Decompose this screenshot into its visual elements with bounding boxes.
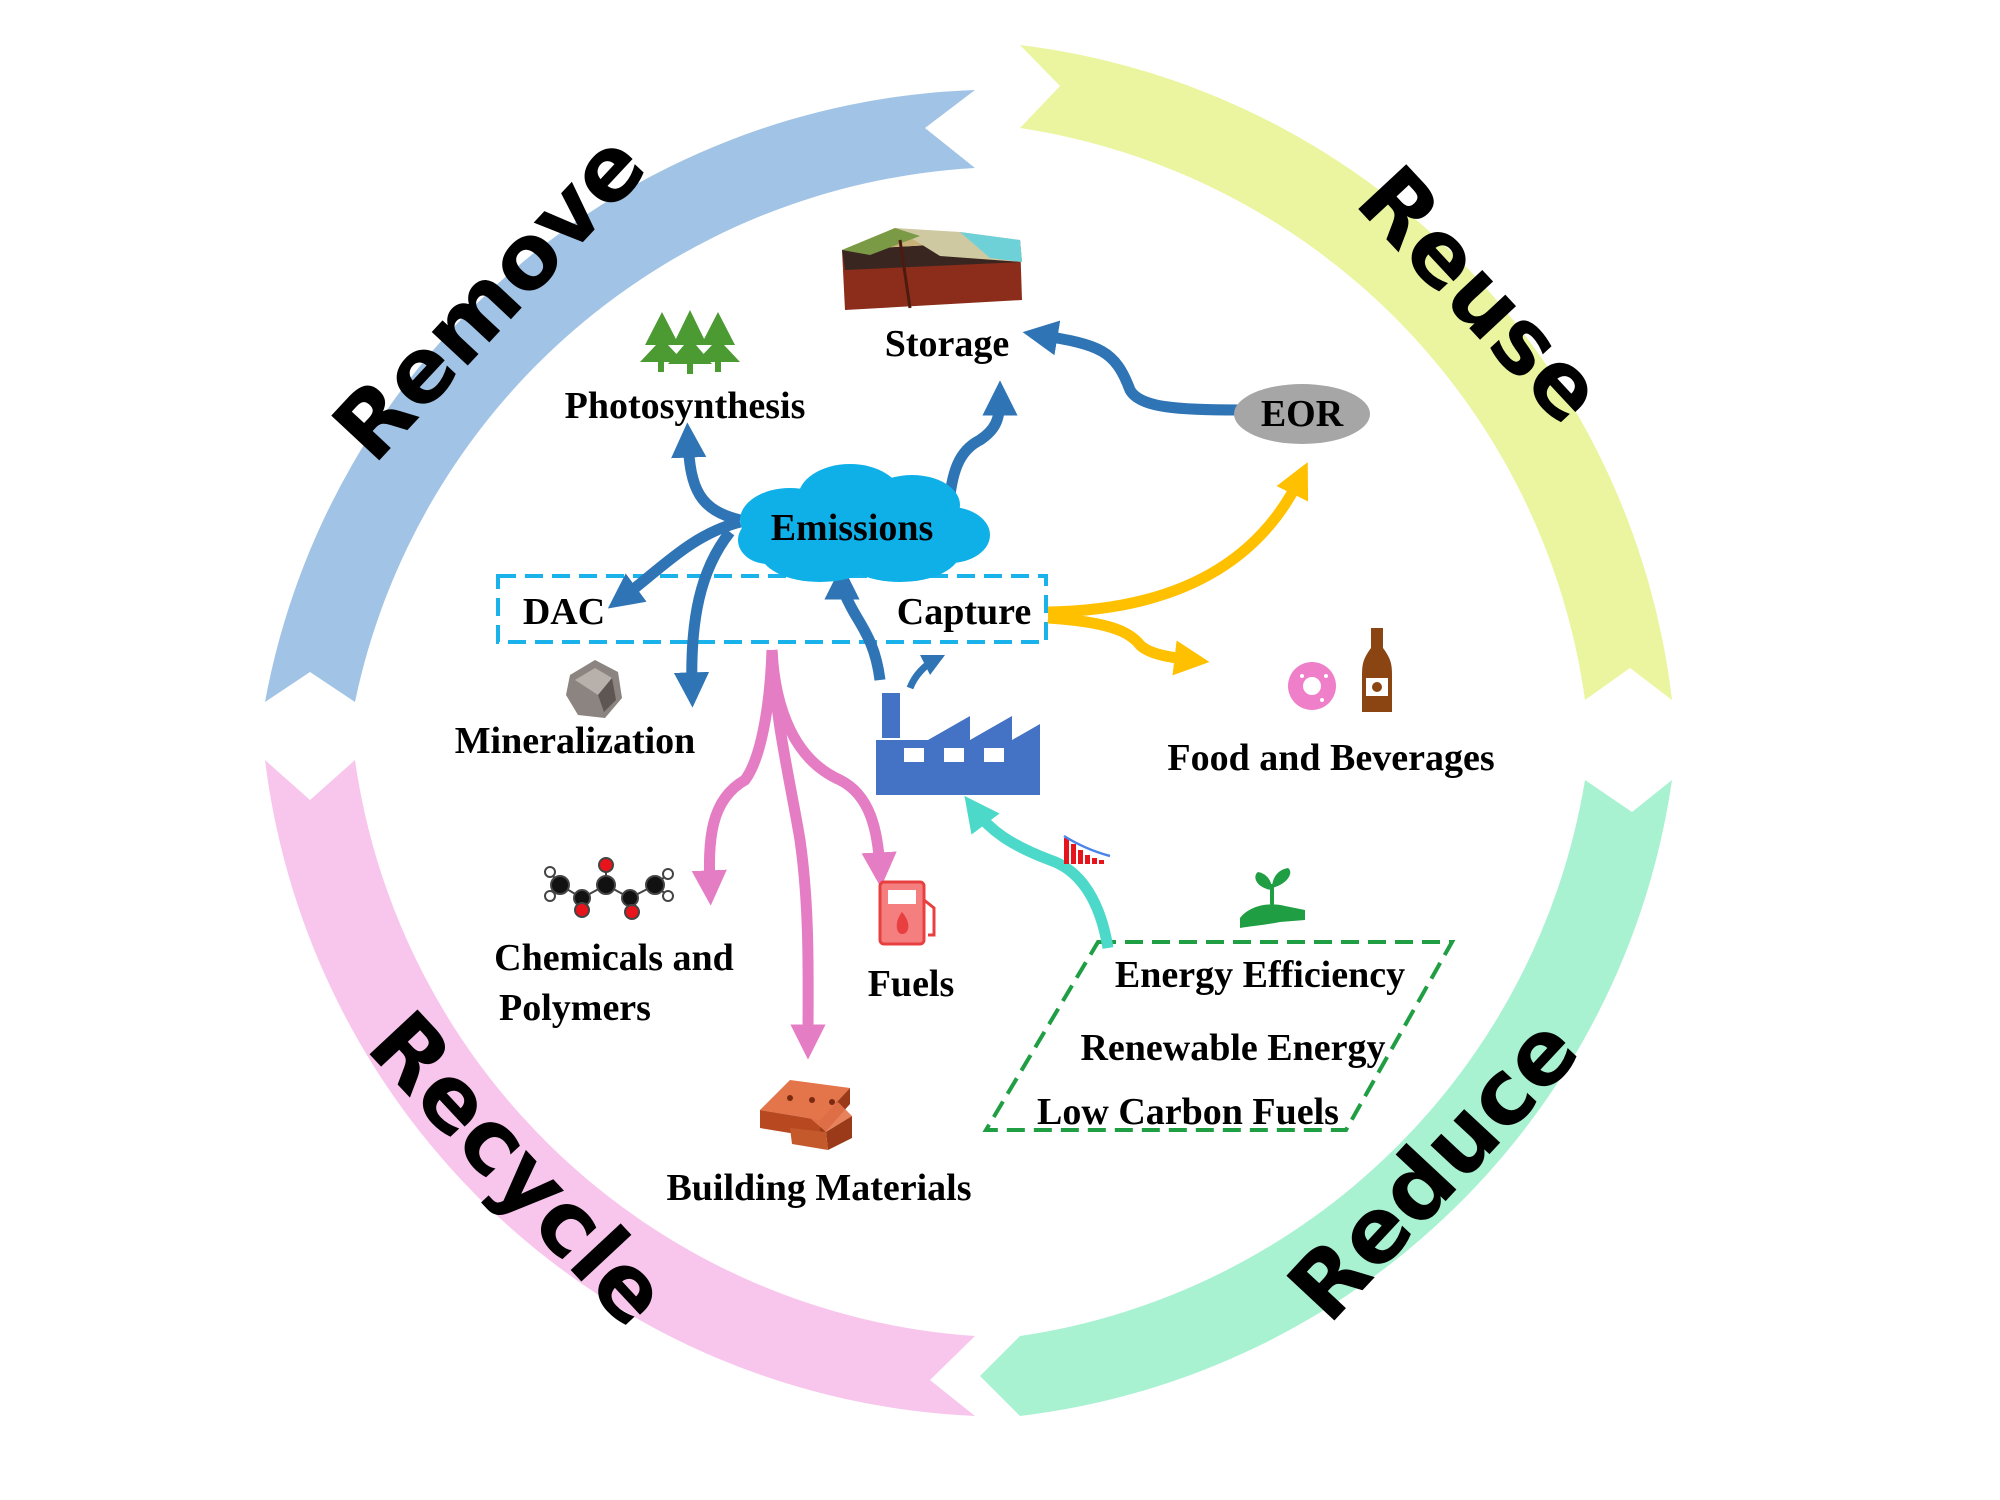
molecule-icon (544, 857, 674, 920)
reduce-measures-box (982, 940, 1456, 1132)
reduce-to-factory-arrow (964, 795, 1114, 949)
factory-to-capture-arrow (906, 654, 946, 690)
fuels-label: Fuels (868, 963, 955, 1005)
bottle-icon (1362, 628, 1392, 712)
capture-to-food-arrow (1047, 612, 1210, 676)
donut-icon (1288, 662, 1336, 710)
factory-icon (876, 693, 1040, 795)
capture-dashed-box (496, 574, 1048, 644)
emissions-to-dac-arrow (607, 516, 742, 609)
trees-icon (640, 310, 740, 374)
dac-label: DAC (523, 591, 605, 633)
chemicals-label-line2: Polymers (499, 987, 651, 1029)
capture-to-chemicals-arrow (691, 649, 778, 906)
emissions-to-photosynthesis-arrow (671, 422, 742, 526)
remove-ring-segment (265, 90, 975, 702)
eor-oval (1234, 384, 1370, 444)
renewable-energy-label: Renewable Energy (1080, 1027, 1385, 1069)
geology-block-icon (842, 228, 1022, 310)
building-materials-label: Building Materials (666, 1167, 971, 1209)
emissions-to-mineralization-arrow (673, 528, 735, 708)
emissions-cloud (738, 464, 990, 582)
storage-label: Storage (885, 323, 1010, 365)
food-beverages-label: Food and Beverages (1167, 737, 1494, 779)
reduce-ring-segment (980, 780, 1672, 1416)
low-carbon-fuels-label: Low Carbon Fuels (1037, 1091, 1339, 1133)
energy-efficiency-label: Energy Efficiency (1115, 954, 1405, 996)
rock-icon (566, 660, 622, 718)
recycle-label: Recycle (348, 992, 689, 1347)
capture-to-eor-arrow (1047, 462, 1309, 618)
emissions-to-storage-arrow (942, 380, 1018, 521)
bricks-icon (760, 1080, 852, 1150)
chemicals-label-line1: Chemicals and (494, 937, 734, 979)
factory-to-emissions-arrow (824, 564, 886, 681)
capture-label: Capture (897, 591, 1031, 633)
fuel-pump-icon (878, 880, 936, 946)
eor-label: EOR (1261, 393, 1344, 435)
declining-bar-chart-icon (1063, 834, 1111, 864)
reuse-ring-segment (1020, 45, 1672, 700)
plant-hand-icon (1240, 868, 1305, 928)
photosynthesis-label: Photosynthesis (565, 385, 806, 427)
mineralization-label: Mineralization (455, 720, 696, 762)
recycle-ring-segment (265, 760, 975, 1416)
capture-to-fuels-arrow (766, 649, 897, 888)
emissions-label: Emissions (771, 507, 934, 549)
eor-to-storage-arrow (1022, 320, 1241, 416)
